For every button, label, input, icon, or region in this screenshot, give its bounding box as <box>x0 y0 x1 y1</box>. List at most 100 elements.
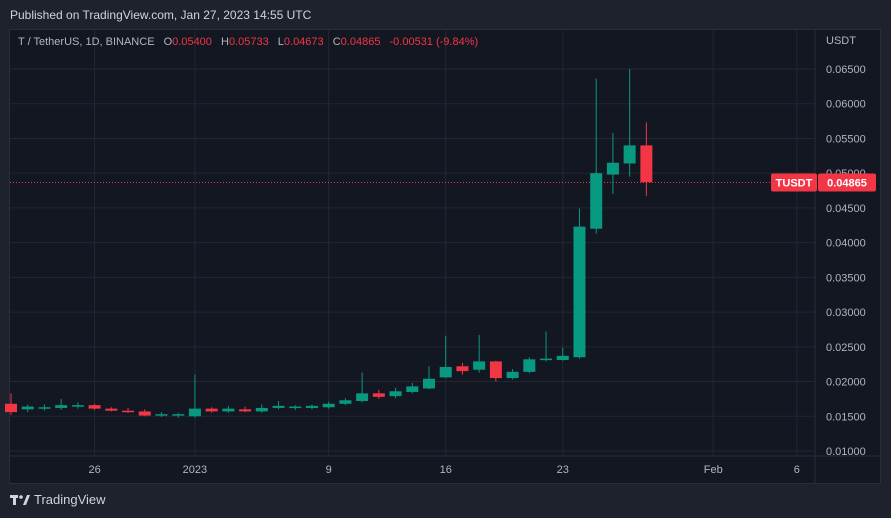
candle-body <box>272 405 285 408</box>
candle-body <box>506 371 519 379</box>
candle[interactable] <box>556 347 569 361</box>
candle[interactable] <box>523 357 536 374</box>
time-tick-label: 26 <box>88 464 100 476</box>
candle-body <box>573 226 586 358</box>
candle-body <box>322 403 335 408</box>
candle[interactable] <box>590 78 603 234</box>
candle[interactable] <box>356 372 369 403</box>
candle-body <box>606 162 619 175</box>
candle-body <box>540 358 553 361</box>
low-value: 0.04673 <box>283 36 324 48</box>
candle[interactable] <box>606 132 619 195</box>
close-value: 0.04865 <box>340 36 381 48</box>
candle-body <box>389 391 402 397</box>
candle[interactable] <box>423 366 435 390</box>
candle[interactable] <box>506 369 519 380</box>
symbol-name: T / TetherUS, 1D, BINANCE <box>18 36 155 48</box>
candle[interactable] <box>573 208 586 359</box>
price-tick-label: 0.02500 <box>826 342 866 354</box>
candle-body <box>640 145 653 183</box>
candle-body <box>255 407 268 412</box>
time-tick-label: Feb <box>704 464 723 476</box>
time-tick-label: 16 <box>440 464 452 476</box>
last-price-tag-value: 0.04865 <box>827 178 867 190</box>
price-tick-label: 0.03000 <box>826 307 866 319</box>
candle-body <box>239 409 252 412</box>
price-tick-label: 0.05500 <box>826 133 866 145</box>
candle-body <box>21 406 34 410</box>
candle[interactable] <box>272 400 285 410</box>
change-value: -0.00531 (-9.84%) <box>389 36 479 48</box>
candle[interactable] <box>406 382 419 394</box>
candle-body <box>122 410 135 413</box>
candle-body <box>88 405 101 409</box>
candle[interactable] <box>205 407 218 413</box>
low-label: L <box>277 36 284 48</box>
candle[interactable] <box>339 398 352 406</box>
candle[interactable] <box>289 405 302 411</box>
price-tick-label: 0.02000 <box>826 377 866 389</box>
published-caption: Published on TradingView.com, Jan 27, 20… <box>10 8 312 22</box>
candle-body <box>623 145 636 164</box>
candle[interactable] <box>122 407 135 413</box>
footer-brand[interactable]: TradingView <box>10 492 106 507</box>
price-tick-label: 0.01000 <box>826 446 866 458</box>
price-tick-label: 0.06000 <box>826 99 866 111</box>
candle[interactable] <box>21 404 34 413</box>
price-tick-label: 0.01500 <box>826 411 866 423</box>
candle[interactable] <box>389 387 402 399</box>
candle[interactable] <box>473 335 486 373</box>
candle[interactable] <box>255 404 268 413</box>
candle-body <box>5 403 17 413</box>
candle[interactable] <box>188 374 201 418</box>
price-tick-label: 0.04000 <box>826 238 866 250</box>
candle-body <box>188 408 201 417</box>
candle[interactable] <box>172 412 185 418</box>
candle[interactable] <box>55 398 68 411</box>
candle[interactable] <box>105 407 118 412</box>
time-tick-label: 6 <box>794 464 800 476</box>
candle-body <box>590 173 603 229</box>
candle[interactable] <box>489 360 502 382</box>
candle[interactable] <box>322 401 335 409</box>
candle-body <box>155 414 168 416</box>
last-price-tag <box>818 173 876 192</box>
candle[interactable] <box>623 69 636 177</box>
candle[interactable] <box>71 402 84 409</box>
candle[interactable] <box>305 404 318 410</box>
time-tick-label: 9 <box>326 464 332 476</box>
candle[interactable] <box>439 335 452 379</box>
candle[interactable] <box>640 122 653 197</box>
symbol-price-tag <box>771 173 817 192</box>
candle[interactable] <box>222 405 235 413</box>
candle-body <box>105 408 118 411</box>
candle-body <box>423 378 435 389</box>
candle-body <box>305 405 318 408</box>
candle[interactable] <box>239 406 252 413</box>
tradingview-logo-icon <box>10 494 30 505</box>
price-tick-label: 0.04500 <box>826 203 866 215</box>
high-label: H <box>220 36 229 48</box>
candle-body <box>406 386 419 392</box>
chart-area[interactable] <box>9 29 881 484</box>
time-tick-label: 2023 <box>183 464 207 476</box>
candle[interactable] <box>138 409 151 417</box>
candle[interactable] <box>372 389 385 399</box>
candle-body <box>138 411 151 416</box>
candle[interactable] <box>38 404 51 411</box>
close-label: C <box>332 36 341 48</box>
candle-body <box>473 361 486 370</box>
candle-body <box>339 400 352 404</box>
candle-body <box>172 414 185 416</box>
price-tick-label: 0.06500 <box>826 64 866 76</box>
candle[interactable] <box>88 403 101 411</box>
candle[interactable] <box>456 362 469 375</box>
candle[interactable] <box>540 331 553 362</box>
candle-body <box>439 366 452 378</box>
candle-body <box>55 405 68 408</box>
candle[interactable] <box>155 412 168 417</box>
candle-body <box>523 359 536 372</box>
footer-brand-label: TradingView <box>34 492 106 507</box>
candle[interactable] <box>5 393 17 415</box>
